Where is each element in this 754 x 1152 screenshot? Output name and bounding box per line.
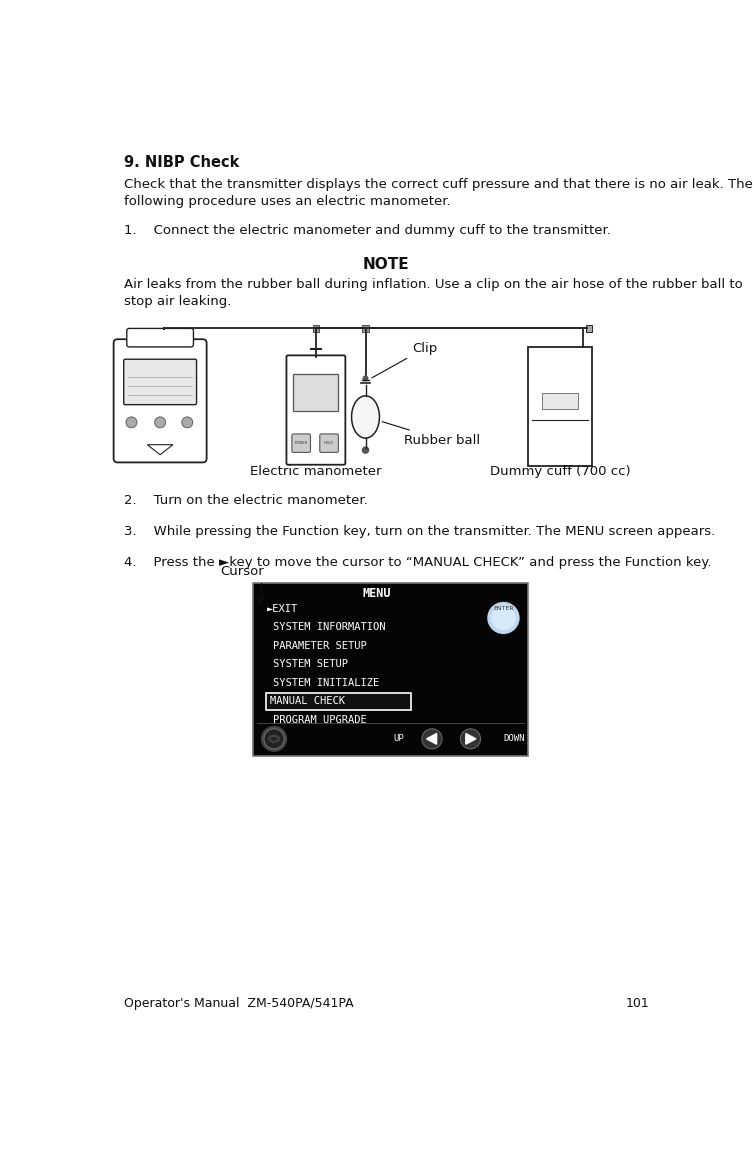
Polygon shape: [427, 734, 437, 744]
Text: NOTE: NOTE: [363, 257, 409, 272]
Text: POWER: POWER: [295, 441, 308, 445]
Text: Clip: Clip: [372, 342, 437, 378]
Text: 101: 101: [625, 996, 649, 1010]
Text: ENTER: ENTER: [493, 606, 513, 612]
Circle shape: [262, 727, 287, 751]
Bar: [313, 325, 319, 332]
Text: SYSTEM INFORMATION: SYSTEM INFORMATION: [273, 622, 386, 632]
Bar: [293, 374, 339, 411]
Text: stop air leaking.: stop air leaking.: [124, 295, 231, 309]
Text: MANUAL CHECK: MANUAL CHECK: [270, 696, 345, 706]
Text: SYSTEM SETUP: SYSTEM SETUP: [273, 659, 348, 669]
Circle shape: [461, 729, 480, 749]
Circle shape: [126, 417, 137, 427]
Text: Air leaks from the rubber ball during inflation. Use a clip on the air hose of t: Air leaks from the rubber ball during in…: [124, 279, 743, 291]
Circle shape: [488, 602, 519, 634]
Bar: [542, 393, 578, 409]
Text: following procedure uses an electric manometer.: following procedure uses an electric man…: [124, 195, 450, 209]
Bar: [529, 347, 592, 467]
Text: SYSTEM INITIALIZE: SYSTEM INITIALIZE: [273, 677, 379, 688]
Text: 9. NIBP Check: 9. NIBP Check: [124, 156, 239, 170]
FancyBboxPatch shape: [114, 339, 207, 462]
Circle shape: [422, 729, 442, 749]
Bar: [265, 692, 412, 710]
Text: Check that the transmitter displays the correct cuff pressure and that there is : Check that the transmitter displays the …: [124, 179, 752, 191]
Text: 1.    Connect the electric manometer and dummy cuff to the transmitter.: 1. Connect the electric manometer and du…: [124, 225, 611, 237]
Text: 3.    While pressing the Function key, turn on the transmitter. The MENU screen : 3. While pressing the Function key, turn…: [124, 525, 715, 538]
Text: Electric manometer: Electric manometer: [250, 464, 382, 478]
Circle shape: [492, 606, 515, 629]
Ellipse shape: [351, 396, 379, 438]
Text: Rubber ball: Rubber ball: [382, 422, 480, 447]
Circle shape: [363, 377, 368, 381]
Text: 2.    Turn on the electric manometer.: 2. Turn on the electric manometer.: [124, 494, 367, 507]
Text: Cursor: Cursor: [221, 564, 265, 578]
Text: PROGRAM UPGRADE: PROGRAM UPGRADE: [273, 714, 367, 725]
Polygon shape: [147, 445, 173, 455]
Text: Dummy cuff (700 cc): Dummy cuff (700 cc): [489, 464, 630, 478]
Bar: [253, 583, 529, 756]
Polygon shape: [466, 734, 476, 744]
FancyBboxPatch shape: [320, 434, 339, 453]
Text: UP: UP: [394, 734, 404, 743]
Bar: [586, 325, 592, 332]
Text: DOWN: DOWN: [504, 734, 525, 743]
Circle shape: [155, 417, 166, 427]
Circle shape: [264, 729, 284, 749]
Bar: [363, 325, 369, 332]
Text: ►EXIT: ►EXIT: [267, 604, 299, 614]
Text: PARAMETER SETUP: PARAMETER SETUP: [273, 641, 367, 651]
Text: Operator's Manual  ZM-540PA/541PA: Operator's Manual ZM-540PA/541PA: [124, 996, 354, 1010]
Text: MENU: MENU: [363, 586, 391, 600]
Text: 4.    Press the ►key to move the cursor to “MANUAL CHECK” and press the Function: 4. Press the ►key to move the cursor to …: [124, 555, 711, 569]
FancyBboxPatch shape: [127, 328, 194, 347]
FancyBboxPatch shape: [287, 355, 345, 464]
FancyBboxPatch shape: [124, 359, 197, 404]
Circle shape: [363, 447, 369, 453]
Text: HOLD: HOLD: [324, 441, 334, 445]
FancyBboxPatch shape: [292, 434, 311, 453]
Circle shape: [182, 417, 193, 427]
